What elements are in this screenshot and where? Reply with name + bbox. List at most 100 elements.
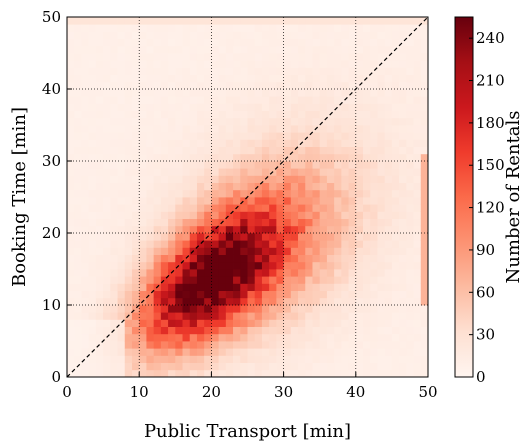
heatmap-cell — [298, 247, 306, 255]
heatmap-cell — [81, 67, 90, 75]
heatmap-cell — [298, 297, 306, 306]
heatmap-cell — [247, 110, 256, 119]
heatmap-cell — [341, 182, 349, 191]
heatmap-cell — [117, 60, 126, 68]
x-tick-label: 50 — [418, 383, 437, 401]
heatmap-cell — [67, 283, 75, 291]
heatmap-cell — [74, 60, 82, 68]
heatmap-cell — [283, 67, 292, 75]
heatmap-cell — [110, 103, 118, 111]
heatmap-cell — [406, 38, 414, 47]
heatmap-cell — [204, 247, 212, 255]
heatmap-cell — [110, 225, 118, 234]
heatmap-cell — [269, 182, 277, 191]
heatmap-cell — [413, 333, 422, 342]
heatmap-cell — [370, 168, 378, 176]
heatmap-cell — [211, 312, 220, 320]
heatmap-cell — [269, 31, 277, 39]
heatmap-cell — [225, 261, 234, 270]
heatmap-cell — [110, 211, 118, 219]
heatmap-cell — [204, 341, 212, 349]
heatmap-cell — [348, 290, 357, 299]
heatmap-cell — [196, 189, 205, 198]
heatmap-cell — [370, 45, 378, 54]
heatmap-cell — [261, 211, 270, 219]
heatmap-cell — [391, 175, 400, 183]
heatmap-cell — [341, 153, 349, 162]
heatmap-cell — [67, 53, 75, 61]
heatmap-cell — [196, 233, 205, 241]
heatmap-cell — [319, 254, 328, 263]
heatmap-cell — [355, 175, 364, 183]
heatmap-cell — [326, 211, 335, 219]
heatmap-cell — [341, 369, 349, 378]
heatmap-cell — [326, 168, 335, 176]
heatmap-cell — [189, 103, 198, 111]
heatmap-cell — [146, 31, 155, 39]
heatmap-cell — [348, 175, 357, 183]
heatmap-cell — [290, 233, 299, 241]
heatmap-cell — [312, 319, 321, 327]
heatmap-cell — [341, 31, 349, 39]
heatmap-cell — [182, 24, 191, 32]
heatmap-cell — [204, 17, 212, 25]
heatmap-cell — [319, 240, 328, 248]
heatmap-cell — [175, 254, 183, 263]
heatmap-cell — [348, 348, 357, 356]
heatmap-cell — [348, 139, 357, 147]
heatmap-cell — [370, 74, 378, 83]
heatmap-cell — [276, 168, 284, 176]
heatmap-cell — [283, 60, 292, 68]
y-tick-label: 30 — [42, 152, 61, 170]
heatmap-cell — [146, 74, 155, 83]
heatmap-cell — [189, 132, 198, 140]
heatmap-cell — [276, 348, 284, 356]
heatmap-cell — [370, 38, 378, 47]
heatmap-cell — [81, 312, 90, 320]
heatmap-cell — [117, 139, 126, 147]
heatmap-cell — [240, 168, 248, 176]
colorbar-tick-label: 180 — [476, 114, 505, 132]
heatmap-cell — [355, 60, 364, 68]
heatmap-cell — [420, 89, 429, 97]
heatmap-cell — [406, 24, 414, 32]
heatmap-cell — [363, 17, 371, 25]
heatmap-cell — [233, 355, 241, 363]
heatmap-cell — [67, 197, 75, 205]
heatmap-cell — [240, 53, 248, 61]
heatmap-cell — [67, 355, 75, 363]
heatmap-cell — [334, 211, 342, 219]
heatmap-cell — [377, 211, 386, 219]
heatmap-cell — [146, 355, 155, 363]
heatmap-cell — [312, 17, 321, 25]
heatmap-cell — [261, 53, 270, 61]
heatmap-cell — [290, 312, 299, 320]
heatmap-cell — [283, 254, 292, 263]
heatmap-cell — [204, 312, 212, 320]
heatmap-cell — [370, 146, 378, 155]
heatmap-cell — [225, 283, 234, 291]
heatmap-cell — [124, 341, 133, 349]
heatmap-cell — [370, 247, 378, 255]
heatmap-cell — [196, 333, 205, 342]
heatmap-cell — [348, 341, 357, 349]
heatmap-cell — [74, 24, 82, 32]
heatmap-cell — [363, 261, 371, 270]
heatmap-cell — [95, 261, 104, 270]
heatmap-cell — [146, 153, 155, 162]
heatmap-cell — [290, 139, 299, 147]
heatmap-cell — [384, 67, 393, 75]
heatmap-cell — [182, 168, 191, 176]
heatmap-cell — [254, 247, 263, 255]
heatmap-cell — [269, 348, 277, 356]
heatmap-cell — [276, 341, 284, 349]
heatmap-cell — [420, 211, 429, 219]
heatmap-cell — [290, 355, 299, 363]
heatmap-cell — [319, 175, 328, 183]
heatmap-cell — [247, 153, 256, 162]
heatmap-cell — [326, 319, 335, 327]
heatmap-cell — [131, 117, 140, 126]
heatmap-cell — [391, 233, 400, 241]
heatmap-cell — [298, 74, 306, 83]
heatmap-cell — [283, 348, 292, 356]
